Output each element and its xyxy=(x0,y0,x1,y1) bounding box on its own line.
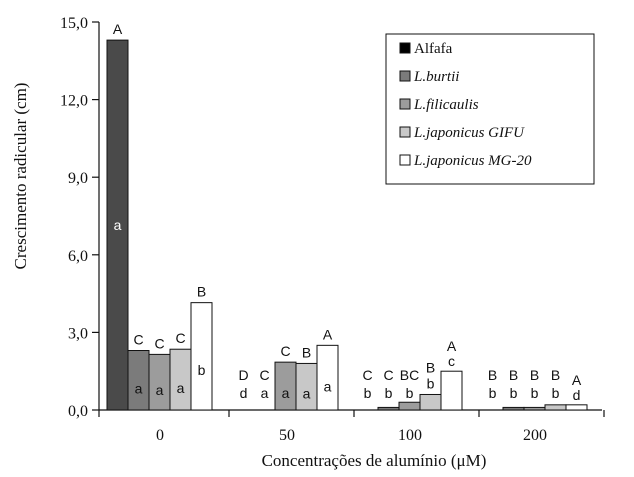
bar-alfafa-0 xyxy=(106,39,129,411)
legend-box xyxy=(385,33,595,185)
significance-lower: b xyxy=(427,375,435,391)
significance-lower: a xyxy=(261,385,269,401)
bar-l-japonicus-mg-20-50 xyxy=(316,344,339,411)
significance-lower: a xyxy=(114,217,122,233)
y-tick-label: 9,0 xyxy=(68,170,88,187)
y-axis-label: Crescimento radicular (cm) xyxy=(11,83,30,270)
bar-l-filicaulis-200 xyxy=(523,406,546,411)
significance-lower: a xyxy=(303,385,311,401)
significance-lower: b xyxy=(552,385,560,401)
significance-upper: B xyxy=(197,284,206,300)
significance-upper: D xyxy=(238,367,248,383)
significance-upper: B xyxy=(530,367,539,383)
legend-entry: L.japonicus GIFU xyxy=(413,125,525,141)
significance-lower: a xyxy=(177,380,185,396)
legend-entry: Alfafa xyxy=(414,41,453,57)
significance-lower: b xyxy=(406,385,414,401)
significance-upper: B xyxy=(509,367,518,383)
significance-upper: A xyxy=(323,326,333,342)
significance-upper: C xyxy=(383,367,393,383)
y-tick-label: 12,0 xyxy=(60,93,88,110)
legend-swatch xyxy=(399,154,411,166)
legend-entry: L.japonicus MG-20 xyxy=(413,153,532,169)
y-tick-label: 15,0 xyxy=(60,15,88,32)
legend-swatch xyxy=(399,126,411,138)
significance-lower: c xyxy=(448,353,455,369)
x-tick-label: 50 xyxy=(279,427,295,444)
significance-lower: b xyxy=(385,385,393,401)
x-tick-label: 200 xyxy=(523,427,547,444)
x-tick-label: 100 xyxy=(398,427,422,444)
significance-upper: A xyxy=(113,21,123,37)
bar-l-filicaulis-100 xyxy=(398,401,421,411)
significance-upper: A xyxy=(572,372,582,388)
y-tick-label: 3,0 xyxy=(68,325,88,342)
legend-entry: L.burtii xyxy=(413,69,459,85)
x-axis-label: Concentrações de alumínio (μM) xyxy=(262,451,487,470)
bar-l-japonicus-mg-20-100 xyxy=(440,370,463,411)
significance-lower: b xyxy=(489,385,497,401)
significance-lower: b xyxy=(510,385,518,401)
legend-swatch xyxy=(399,42,411,54)
significance-lower: a xyxy=(324,378,332,394)
bar-l-japonicus-mg-20-0 xyxy=(190,302,213,411)
significance-upper: C xyxy=(175,330,185,346)
significance-upper: BC xyxy=(400,367,419,383)
y-tick-label: 0,0 xyxy=(68,403,88,420)
bar-l-burtii-100 xyxy=(377,406,400,411)
significance-upper: A xyxy=(447,338,457,354)
bar-l-japonicus-mg-20-200 xyxy=(565,404,588,411)
legend-entry: L.filicaulis xyxy=(413,97,479,113)
significance-lower: a xyxy=(282,385,290,401)
significance-upper: B xyxy=(551,367,560,383)
significance-upper: B xyxy=(488,367,497,383)
bar-l-japonicus-gifu-200 xyxy=(544,404,567,411)
bar-l-burtii-200 xyxy=(502,406,525,411)
significance-lower: b xyxy=(364,385,372,401)
significance-upper: C xyxy=(133,332,143,348)
significance-lower: d xyxy=(573,387,581,403)
x-tick-label: 0 xyxy=(156,427,164,444)
significance-lower: d xyxy=(240,385,248,401)
bar-l-japonicus-gifu-100 xyxy=(419,393,442,411)
significance-upper: C xyxy=(259,367,269,383)
significance-upper: B xyxy=(426,359,435,375)
significance-upper: B xyxy=(302,344,311,360)
significance-upper: C xyxy=(154,335,164,351)
significance-upper: C xyxy=(280,343,290,359)
legend: Alfafa L.burtii L.filicaulis L.japonicus GI… xyxy=(385,33,595,185)
legend-swatch xyxy=(399,70,411,82)
y-tick-label: 6,0 xyxy=(68,248,88,265)
significance-lower: a xyxy=(156,382,164,398)
significance-lower: b xyxy=(531,385,539,401)
significance-lower: b xyxy=(198,362,206,378)
significance-lower: a xyxy=(135,380,143,396)
significance-upper: C xyxy=(362,367,372,383)
legend-swatch xyxy=(399,98,411,110)
